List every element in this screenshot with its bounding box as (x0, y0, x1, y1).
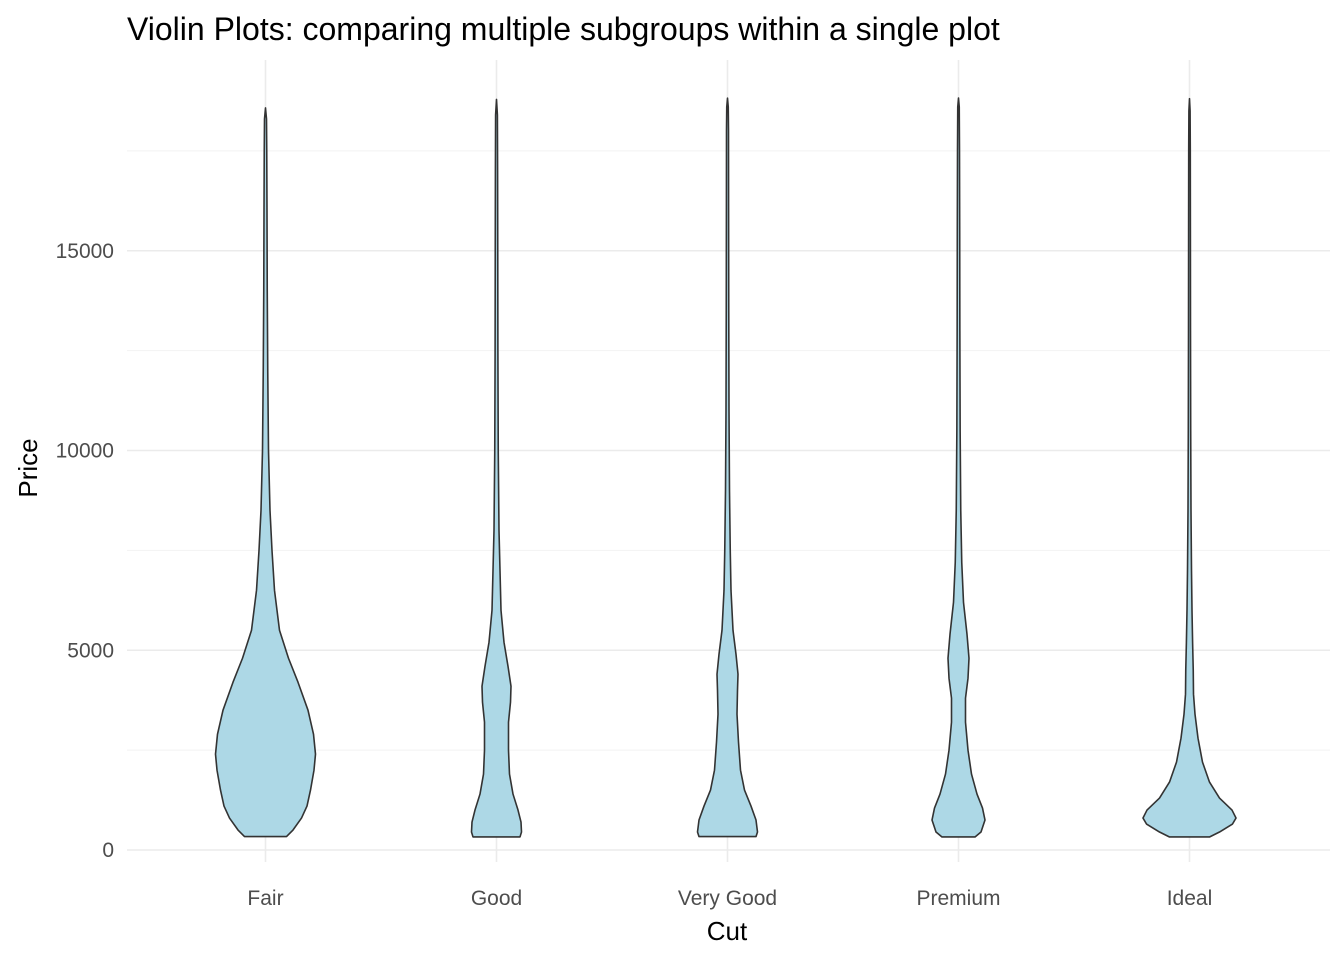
y-axis-ticks: 0 5000 10000 15000 (56, 240, 114, 862)
violin-good (470, 98, 523, 838)
chart-title: Violin Plots: comparing multiple subgrou… (127, 11, 1000, 47)
x-tick-label: Fair (247, 887, 283, 910)
violin-very-good (696, 97, 759, 838)
y-axis-title: Price (13, 438, 43, 497)
violin-premium (931, 97, 986, 838)
violin-fair (214, 107, 317, 838)
x-axis-ticks: Fair Good Very Good Premium Ideal (247, 887, 1212, 910)
x-tick-label: Ideal (1167, 887, 1213, 910)
x-tick-label: Good (471, 887, 522, 910)
violin-ideal (1142, 97, 1237, 838)
x-tick-label: Very Good (678, 887, 777, 910)
y-tick-label: 10000 (56, 440, 114, 463)
x-tick-label: Premium (916, 887, 1000, 910)
y-tick-label: 5000 (67, 639, 114, 662)
y-tick-label: 0 (102, 839, 114, 862)
y-tick-label: 15000 (56, 240, 114, 263)
x-axis-title: Cut (707, 916, 748, 946)
violins (214, 97, 1237, 838)
